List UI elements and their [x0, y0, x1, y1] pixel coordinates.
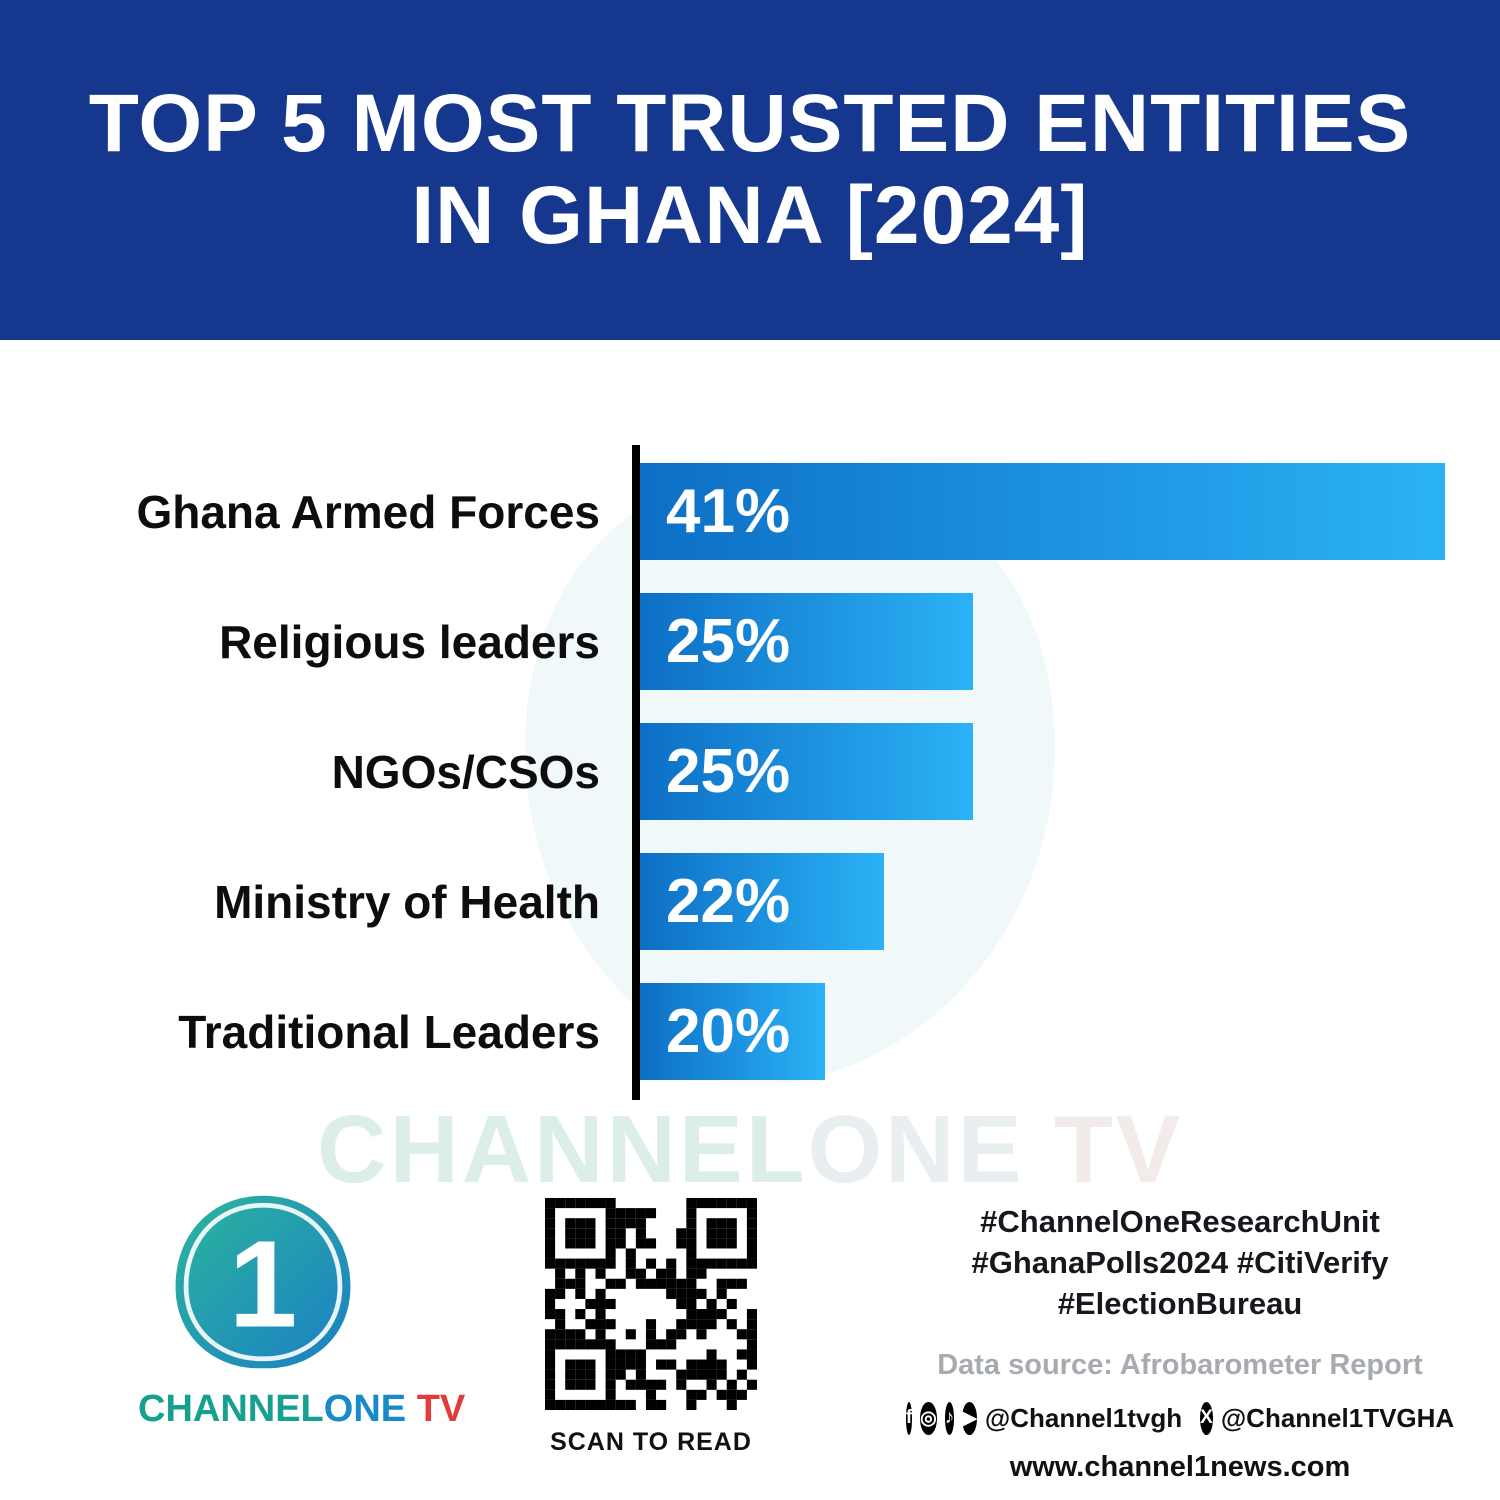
hashtag-line: #ChannelOneResearchUnit	[980, 1204, 1380, 1239]
bar-religious-leaders: 25%	[640, 593, 973, 690]
header-banner: TOP 5 MOST TRUSTED ENTITIES IN GHANA [20…	[0, 0, 1500, 340]
bar-category-label: NGOs/CSOs	[331, 745, 600, 798]
watermark-channel: CHANNEL	[317, 1096, 808, 1203]
bar-value-label: 25%	[666, 607, 791, 676]
wordmark-tv: TV	[406, 1388, 466, 1430]
bar-chart: Ghana Armed Forces 41% Religious leaders…	[0, 445, 1500, 1100]
social-handle-2[interactable]: @Channel1TVGHA	[1220, 1402, 1455, 1433]
bar-ministry-of-health: 22%	[640, 853, 884, 950]
watermark-tv: TV	[1024, 1096, 1183, 1203]
data-source-label: Data source: Afrobarometer Report	[937, 1348, 1423, 1381]
chart-row: NGOs/CSOs 25%	[0, 723, 1500, 820]
logo-numeral: 1	[229, 1217, 298, 1354]
bar-category-label: Ghana Armed Forces	[136, 485, 600, 538]
channel-one-logo-icon: 1	[175, 1195, 351, 1369]
page-title-line2: IN GHANA [2024]	[411, 170, 1089, 261]
bar-traditional-leaders: 20%	[640, 983, 825, 1080]
chart-axis-line	[632, 445, 640, 1100]
chart-row: Traditional Leaders 20%	[0, 983, 1500, 1080]
facebook-icon[interactable]: f	[905, 1401, 913, 1435]
hashtag-line: #ElectionBureau	[1057, 1285, 1303, 1321]
bar-value-label: 20%	[666, 997, 791, 1066]
bar-category-label: Religious leaders	[219, 615, 600, 668]
x-icon[interactable]: X	[1200, 1401, 1213, 1435]
wordmark-channel: CHANNEL	[138, 1388, 324, 1430]
bar-value-label: 25%	[666, 737, 791, 806]
watermark-one: ONE	[807, 1096, 1025, 1203]
social-row: f ◎ ♪ ▶ @Channel1tvgh X @Channel1TVGHA	[905, 1401, 1454, 1435]
chart-row: Ministry of Health 22%	[0, 853, 1500, 950]
chart-row: Religious leaders 25%	[0, 593, 1500, 690]
tiktok-icon[interactable]: ♪	[944, 1401, 955, 1435]
bar-ghana-armed-forces: 41%	[640, 463, 1445, 560]
channel-one-watermark: CHANNELONE TV	[0, 1095, 1500, 1205]
wordmark-one: ONE	[323, 1388, 407, 1430]
youtube-icon[interactable]: ▶	[962, 1401, 977, 1435]
bar-ngos-csos: 25%	[640, 723, 973, 820]
chart-row: Ghana Armed Forces 41%	[0, 463, 1500, 560]
bar-category-label: Ministry of Health	[214, 875, 600, 928]
website-link[interactable]: www.channel1news.com	[1009, 1450, 1351, 1483]
instagram-icon[interactable]: ◎	[920, 1401, 937, 1435]
qr-code	[545, 1198, 757, 1410]
bar-value-label: 22%	[666, 867, 791, 936]
bar-value-label: 41%	[666, 477, 791, 546]
bar-category-label: Traditional Leaders	[178, 1005, 600, 1058]
footer-info-block: #ChannelOneResearchUnit #GhanaPolls2024 …	[905, 1202, 1454, 1484]
social-handle-1[interactable]: @Channel1tvgh	[984, 1402, 1183, 1433]
qr-caption: SCAN TO READ	[550, 1428, 752, 1456]
hashtag-line: #GhanaPolls2024 #CitiVerify	[971, 1244, 1389, 1280]
page-title-line1: TOP 5 MOST TRUSTED ENTITIES	[88, 77, 1412, 169]
channel-one-wordmark: CHANNELONE TV	[138, 1388, 465, 1431]
